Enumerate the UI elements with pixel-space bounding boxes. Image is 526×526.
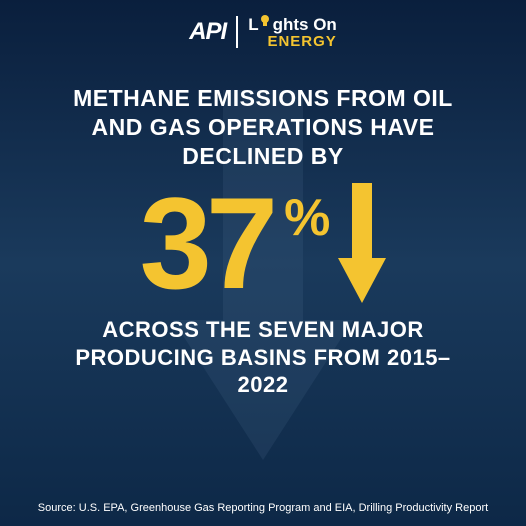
- lights-on-text: L ghts On: [248, 14, 337, 34]
- source-attribution: Source: U.S. EPA, Greenhouse Gas Reporti…: [0, 502, 526, 514]
- energy-text: ENERGY: [267, 34, 336, 49]
- api-logo: API: [189, 18, 226, 46]
- stat-row: 37 %: [50, 178, 476, 308]
- headline-top: METHANE EMISSIONS FROM OIL AND GAS OPERA…: [50, 84, 476, 170]
- down-arrow-icon: [338, 183, 386, 303]
- main-content: METHANE EMISSIONS FROM OIL AND GAS OPERA…: [0, 49, 526, 399]
- percent-symbol: %: [284, 192, 330, 244]
- lights-on-suffix: ghts On: [273, 16, 337, 33]
- header-divider: [236, 16, 238, 48]
- lightbulb-icon: [259, 14, 271, 34]
- lights-on-prefix: L: [248, 16, 258, 33]
- stat-number: 37: [140, 178, 273, 308]
- header: API L ghts On ENERGY: [0, 0, 526, 49]
- lights-on-logo: L ghts On ENERGY: [248, 14, 337, 49]
- headline-bottom: ACROSS THE SEVEN MAJOR PRODUCING BASINS …: [50, 316, 476, 399]
